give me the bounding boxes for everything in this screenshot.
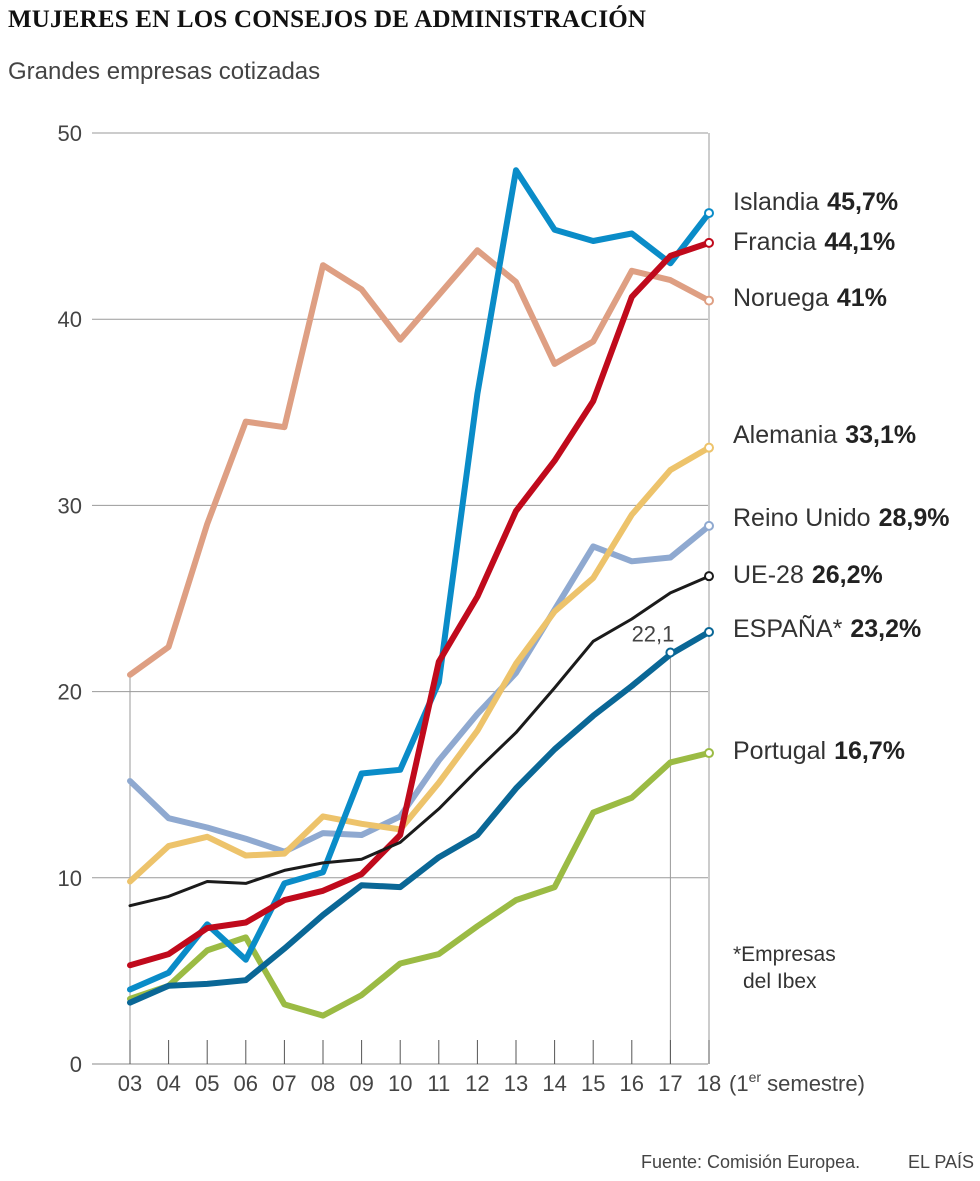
series-label-noruega: Noruega 41% <box>733 284 887 312</box>
series-label-name: Portugal <box>733 737 826 765</box>
end-marker-portugal <box>704 748 714 759</box>
series-label-name: UE-28 <box>733 561 804 589</box>
x-axis-suffix-main: (1 <box>729 1071 749 1096</box>
series-line-noruega <box>127 247 712 678</box>
series-label-value: 33,1% <box>845 421 916 449</box>
series-label-españa: ESPAÑA* 23,2% <box>733 614 921 643</box>
series-label-value: 23,2% <box>850 615 921 643</box>
x-tick-label: 17 <box>658 1071 682 1096</box>
x-tick-label: 11 <box>427 1071 450 1096</box>
x-tick-label: 09 <box>349 1071 373 1096</box>
series-label-name: Noruega <box>733 284 829 312</box>
series-label-islandia: Islandia 45,7% <box>733 188 898 216</box>
x-tick-label: 15 <box>581 1071 605 1096</box>
series-label-name: Alemania <box>733 421 837 449</box>
series-label-name: Francia <box>733 228 816 256</box>
series-label-alemania: Alemania 33,1% <box>733 421 916 449</box>
x-tick-label: 16 <box>620 1071 644 1096</box>
series-label-value: 41% <box>837 284 887 312</box>
series-label-name: Islandia <box>733 188 819 216</box>
series-label-name: Reino Unido <box>733 504 871 532</box>
publisher-brand: EL PAÍS <box>908 1152 975 1172</box>
series-line-ue-28 <box>128 574 711 908</box>
end-marker-españa <box>704 627 714 638</box>
x-tick-label: 10 <box>388 1071 412 1096</box>
series-label-ue-28: UE-28 26,2% <box>733 561 883 589</box>
end-marker-alemania <box>704 442 714 453</box>
y-tick-label: 0 <box>70 1052 82 1077</box>
x-tick-label: 08 <box>311 1071 335 1096</box>
x-tick-label: 03 <box>118 1071 142 1096</box>
footnote: *Empresas del Ibex <box>733 941 836 995</box>
x-tick-label: 18 <box>697 1071 721 1096</box>
series-label-name: ESPAÑA* <box>733 614 843 643</box>
series-line-alemania <box>127 444 712 885</box>
annotation-marker <box>665 647 676 658</box>
end-marker-ue-28 <box>704 571 714 582</box>
x-tick-label: 05 <box>195 1071 219 1096</box>
footnote-line-2: del Ibex <box>743 970 817 993</box>
series-label-francia: Francia 44,1% <box>733 228 895 256</box>
series-line-españa <box>127 629 712 1006</box>
y-tick-label: 10 <box>58 866 82 891</box>
x-axis-suffix: (1er semestre) <box>729 1069 865 1096</box>
chart-title: MUJERES EN LOS CONSEJOS DE ADMINISTRACIÓ… <box>8 6 647 33</box>
series-line-islandia <box>127 167 712 993</box>
end-marker-francia <box>704 237 714 248</box>
series-line-francia <box>127 239 712 969</box>
x-tick-label: 14 <box>542 1071 566 1096</box>
series-label-portugal: Portugal 16,7% <box>733 737 905 765</box>
annotation-label: 22,1 <box>632 621 675 646</box>
x-tick-label: 04 <box>156 1071 180 1096</box>
x-axis-suffix-sup: er <box>749 1069 762 1085</box>
y-tick-label: 30 <box>58 493 82 518</box>
series-label-reino-unido: Reino Unido 28,9% <box>733 504 949 532</box>
series-label-value: 44,1% <box>824 228 895 256</box>
series-label-value: 45,7% <box>827 188 898 216</box>
y-tick-label: 50 <box>58 121 82 146</box>
series-label-value: 26,2% <box>812 561 883 589</box>
end-marker-noruega <box>704 295 714 306</box>
series-line-reino-unido <box>127 522 712 855</box>
x-tick-label: 06 <box>234 1071 258 1096</box>
x-axis-suffix-end: semestre) <box>761 1071 865 1096</box>
end-marker-reino-unido <box>704 520 714 531</box>
x-tick-label: 13 <box>504 1071 528 1096</box>
series-label-value: 16,7% <box>834 737 905 765</box>
y-tick-label: 40 <box>58 307 82 332</box>
x-tick-label: 12 <box>465 1071 489 1096</box>
x-tick-label: 07 <box>272 1071 296 1096</box>
series-label-value: 28,9% <box>879 504 950 532</box>
chart-subtitle: Grandes empresas cotizadas <box>8 58 321 85</box>
source-credit: Fuente: Comisión Europea. <box>641 1152 861 1172</box>
footnote-line-1: *Empresas <box>733 943 836 966</box>
y-tick-label: 20 <box>58 680 82 705</box>
end-marker-islandia <box>704 208 714 219</box>
